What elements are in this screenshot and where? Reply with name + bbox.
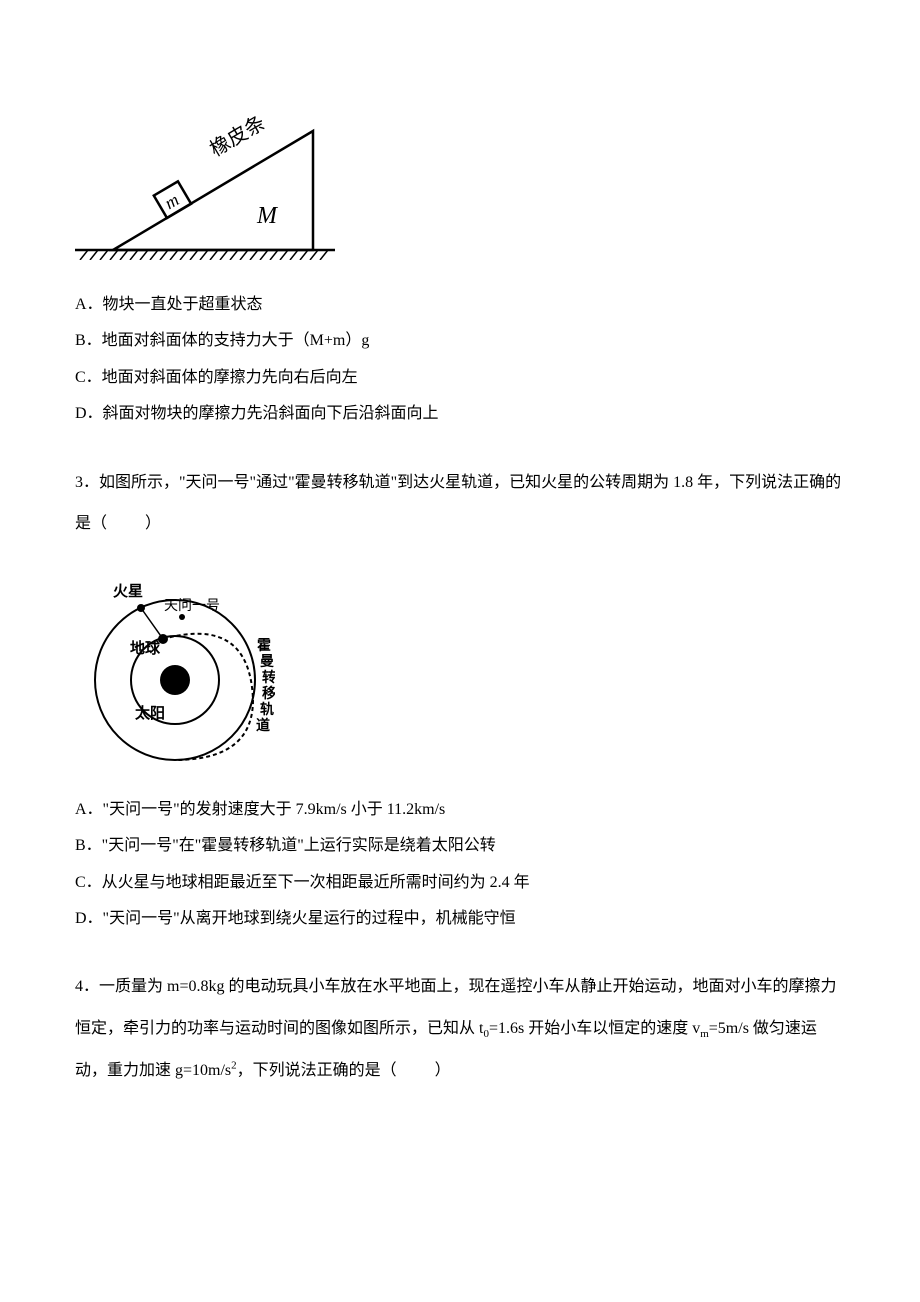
q4-question: 4．一质量为 m=0.8kg 的电动玩具小车放在水平地面上，现在遥控小车从静止开… — [75, 966, 845, 1091]
q3-option-d: D．"天问一号"从离开地球到绕火星运行的过程中，机械能守恒 — [75, 904, 845, 934]
q3-question: 3．如图所示，"天问一号"通过"霍曼转移轨道"到达火星轨道，已知火星的公转周期为… — [75, 462, 845, 545]
incline-diagram: m 橡皮条 M — [75, 95, 335, 260]
q2-option-d: D．斜面对物块的摩擦力先沿斜面向下后沿斜面向上 — [75, 399, 845, 429]
svg-text:轨: 轨 — [260, 701, 274, 718]
sun-label: 太阳 — [135, 704, 165, 722]
svg-text:曼: 曼 — [260, 654, 274, 670]
hohmann-label: 霍 曼 转 移 轨 道 — [256, 637, 275, 734]
q4-part4: ，下列说法正确的是（ — [237, 1062, 397, 1079]
svg-text:道: 道 — [256, 717, 270, 734]
svg-text:移: 移 — [262, 685, 275, 702]
incline-svg: m 橡皮条 M — [75, 95, 335, 260]
svg-text:霍: 霍 — [257, 637, 271, 654]
q3-option-b: B．"天问一号"在"霍曼转移轨道"上运行实际是绕着太阳公转 — [75, 831, 845, 861]
orbit-diagram: 火星 天问一号 地球 太阳 霍 曼 转 移 轨 道 — [75, 560, 275, 770]
q4-text-after: ） — [435, 1062, 451, 1079]
q4-part2: =1.6s 开始小车以恒定的速度 v — [489, 1020, 700, 1037]
tianwen-label: 天问一号 — [164, 598, 220, 614]
mars-label: 火星 — [113, 583, 143, 600]
rubber-band-label: 橡皮条 — [206, 111, 269, 161]
q2-option-b: B．地面对斜面体的支持力大于（M+m）g — [75, 326, 845, 356]
q3-text-after: ） — [145, 515, 161, 532]
q2-option-c: C．地面对斜面体的摩擦力先向右后向左 — [75, 363, 845, 393]
q3-option-c: C．从火星与地球相距最近至下一次相距最近所需时间约为 2.4 年 — [75, 868, 845, 898]
q2-option-a: A．物块一直处于超重状态 — [75, 290, 845, 320]
earth-label: 地球 — [130, 639, 161, 657]
svg-text:转: 转 — [262, 669, 275, 686]
q4-sub2: m — [700, 1028, 709, 1040]
orbit-svg: 火星 天问一号 地球 太阳 霍 曼 转 移 轨 道 — [75, 560, 275, 770]
ramp-M-label: M — [256, 203, 279, 229]
q3-text: 3．如图所示，"天问一号"通过"霍曼转移轨道"到达火星轨道，已知火星的公转周期为… — [75, 474, 841, 533]
q3-option-a: A．"天问一号"的发射速度大于 7.9km/s 小于 11.2km/s — [75, 795, 845, 825]
